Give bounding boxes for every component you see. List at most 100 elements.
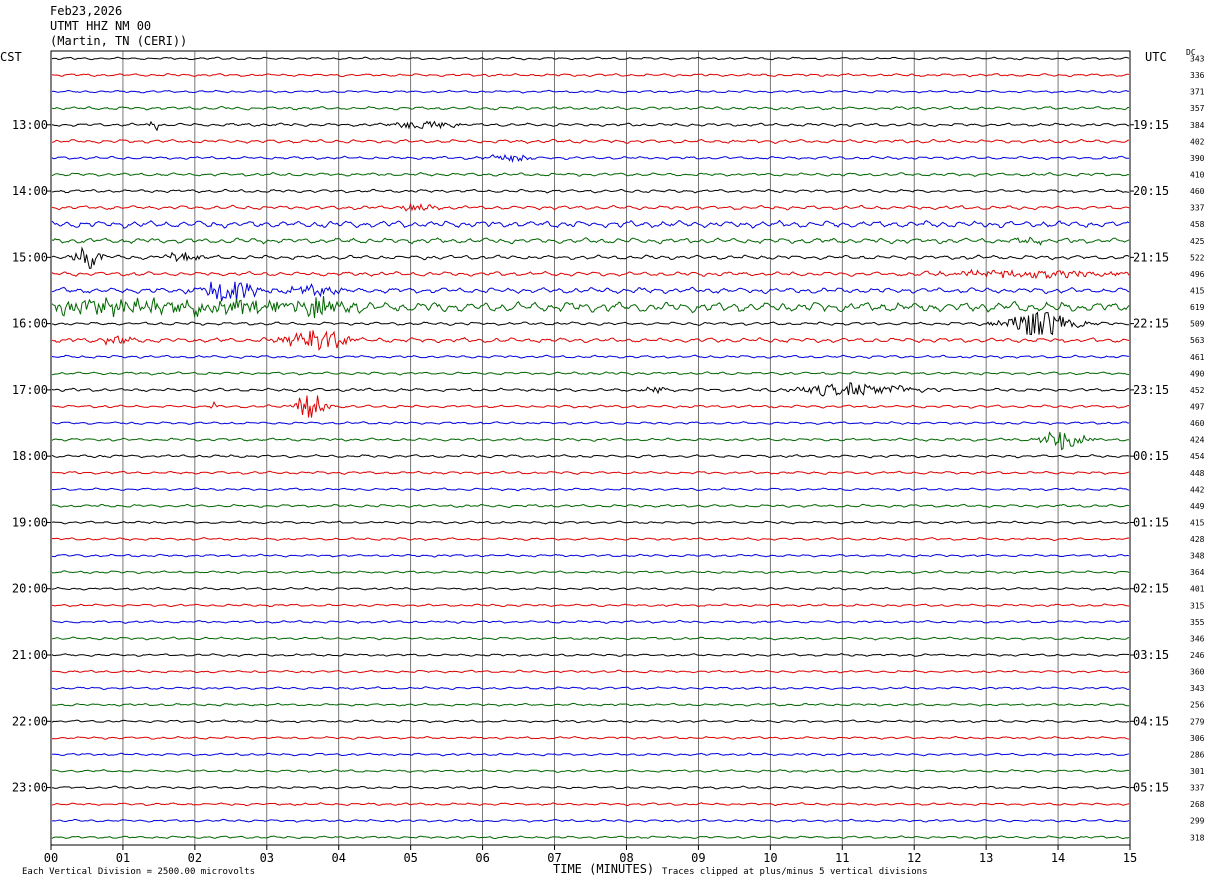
- seismogram-trace: [51, 188, 1130, 194]
- x-tick-label: 15: [1123, 851, 1137, 865]
- left-hour-label: 18:00: [12, 449, 48, 463]
- seismogram-trace: [51, 553, 1130, 558]
- right-hour-label: 03:15: [1133, 648, 1169, 662]
- dc-offset-label: 286: [1190, 750, 1205, 759]
- left-hour-label: 17:00: [12, 383, 48, 397]
- dc-offset-label: 563: [1190, 336, 1205, 345]
- seismogram-trace: [51, 487, 1130, 492]
- seismogram-trace: [51, 89, 1130, 94]
- dc-offset-label: 448: [1190, 469, 1205, 478]
- dc-offset-label: 315: [1190, 601, 1205, 610]
- dc-offset-label: 619: [1190, 303, 1205, 312]
- dc-offset-label: 401: [1190, 585, 1205, 594]
- dc-offset-label: 346: [1190, 634, 1205, 643]
- x-tick-label: 10: [763, 851, 777, 865]
- seismogram-trace: [52, 702, 1129, 707]
- seismogram-trace: [51, 153, 1130, 163]
- right-hour-label: 04:15: [1133, 714, 1169, 728]
- x-tick-label: 04: [332, 851, 346, 865]
- dc-offset-label: 299: [1190, 817, 1205, 826]
- left-hour-label: 16:00: [12, 317, 48, 331]
- dc-offset-label: 279: [1190, 717, 1205, 726]
- seismogram-trace: [51, 503, 1130, 509]
- left-hour-label: 22:00: [12, 714, 48, 728]
- x-tick-label: 11: [835, 851, 849, 865]
- right-timezone-label: UTC: [1145, 50, 1167, 64]
- seismogram-trace: [51, 735, 1130, 740]
- seismogram-trace: [51, 202, 1130, 212]
- x-tick-label: 12: [907, 851, 921, 865]
- seismogram-trace: [52, 395, 1130, 418]
- dc-offset-label: 402: [1190, 137, 1205, 146]
- left-timezone-label: CST: [0, 50, 22, 64]
- x-tick-label: 01: [116, 851, 130, 865]
- seismogram-trace: [51, 752, 1130, 757]
- x-tick-label: 05: [403, 851, 417, 865]
- dc-offset-label: 306: [1190, 734, 1205, 743]
- header-station: UTMT HHZ NM 00: [50, 19, 152, 33]
- dc-offset-label: 425: [1190, 237, 1205, 246]
- dc-offset-label: 268: [1190, 800, 1205, 809]
- seismogram-trace: [51, 172, 1130, 177]
- seismogram-trace: [51, 236, 1130, 246]
- dc-offset-label: 390: [1190, 154, 1205, 163]
- dc-offset-label: 343: [1190, 55, 1205, 64]
- x-tick-label: 13: [979, 851, 993, 865]
- seismogram-trace: [51, 105, 1130, 111]
- seismogram-trace: [51, 268, 1130, 280]
- right-hour-label: 22:15: [1133, 317, 1169, 331]
- seismogram-trace: [51, 619, 1130, 624]
- dc-offset-label: 357: [1190, 104, 1205, 113]
- dc-offset-label: 424: [1190, 436, 1205, 445]
- dc-offset-label: 410: [1190, 170, 1205, 179]
- seismogram-trace: [51, 330, 1130, 352]
- dc-offset-label: 490: [1190, 369, 1205, 378]
- seismogram-trace: [51, 454, 1130, 459]
- seismogram-trace: [51, 835, 1130, 840]
- right-hour-label: 19:15: [1133, 118, 1169, 132]
- dc-offset-label: 522: [1190, 253, 1205, 262]
- clip-note: Traces clipped at plus/minus 5 vertical …: [662, 867, 928, 877]
- left-hour-label: 20:00: [12, 582, 48, 596]
- dc-offset-label: 442: [1190, 485, 1205, 494]
- dc-offset-label: 318: [1190, 833, 1205, 842]
- dc-offset-label: 461: [1190, 353, 1205, 362]
- dc-offset-label: 458: [1190, 220, 1205, 229]
- seismogram-trace: [51, 653, 1130, 657]
- seismogram-trace: [51, 296, 1130, 319]
- right-hour-label: 23:15: [1133, 383, 1169, 397]
- dc-offset-label: 301: [1190, 767, 1205, 776]
- x-tick-label: 14: [1051, 851, 1065, 865]
- x-tick-label: 06: [475, 851, 489, 865]
- right-hour-label: 00:15: [1133, 449, 1169, 463]
- right-hour-label: 01:15: [1133, 515, 1169, 529]
- seismogram-trace: [51, 470, 1130, 475]
- dc-offset-label: 348: [1190, 552, 1205, 561]
- dc-offset-label: 415: [1190, 518, 1205, 527]
- seismogram-trace: [51, 636, 1130, 641]
- seismogram-trace: [51, 537, 1130, 542]
- x-tick-label: 09: [691, 851, 705, 865]
- seismogram-trace: [51, 246, 1130, 269]
- dc-offset-label: 496: [1190, 270, 1205, 279]
- dc-label: DC: [1186, 48, 1196, 57]
- x-tick-label: 07: [547, 851, 561, 865]
- seismogram-trace: [51, 570, 1130, 575]
- seismogram-trace: [51, 785, 1129, 790]
- dc-offset-label: 509: [1190, 320, 1205, 329]
- seismogram-trace: [52, 769, 1130, 773]
- dc-offset-label: 454: [1190, 452, 1205, 461]
- dc-offset-label: 449: [1190, 502, 1205, 511]
- plot-frame: [50, 50, 1131, 846]
- right-hour-label: 02:15: [1133, 582, 1169, 596]
- dc-offset-label: 256: [1190, 701, 1205, 710]
- seismogram-trace: [51, 281, 1130, 302]
- seismogram-trace: [51, 56, 1130, 61]
- seismogram-trace: [51, 138, 1130, 145]
- right-hour-label: 05:15: [1133, 781, 1169, 795]
- dc-offset-label: 337: [1190, 784, 1205, 793]
- dc-offset-label: 360: [1190, 668, 1205, 677]
- seismogram-trace: [51, 72, 1130, 78]
- header-location: (Martin, TN (CERI)): [50, 34, 188, 48]
